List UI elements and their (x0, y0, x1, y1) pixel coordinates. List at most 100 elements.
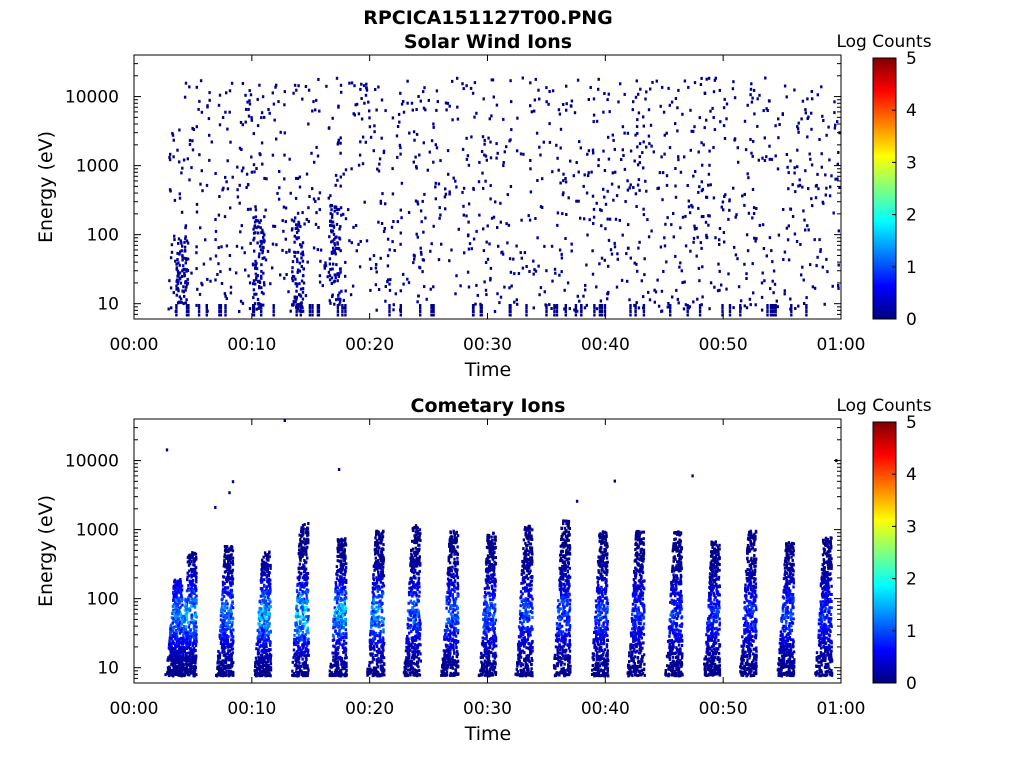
heatmap-cell (227, 655, 231, 659)
heatmap-cell (258, 670, 262, 674)
heatmap-cell (172, 617, 175, 620)
heatmap-cell (261, 95, 265, 99)
heatmap-cell (582, 184, 585, 188)
heatmap-cell (298, 646, 302, 650)
heatmap-cell (175, 665, 178, 669)
heatmap-cell (264, 258, 268, 262)
heatmap-cell (662, 270, 665, 273)
heatmap-cell (341, 598, 345, 602)
heatmap-cell (332, 651, 336, 655)
heatmap-cell (257, 655, 260, 659)
heatmap-cell (184, 235, 187, 239)
heatmap-cell (298, 269, 301, 273)
heatmap-cell (292, 300, 295, 304)
heatmap-cell (260, 306, 263, 310)
heatmap-cell (334, 583, 338, 587)
heatmap-cell (190, 570, 194, 574)
heatmap-cell (636, 163, 640, 167)
heatmap-cell (298, 581, 301, 585)
heatmap-cell (229, 630, 232, 634)
heatmap-cell (770, 157, 774, 161)
heatmap-cell (421, 258, 425, 262)
heatmap-cell (184, 602, 187, 606)
heatmap-cell (176, 148, 179, 152)
heatmap-cell (297, 600, 300, 604)
heatmap-cell (688, 211, 692, 215)
heatmap-cell (679, 170, 683, 174)
heatmap-cell (291, 270, 294, 274)
heatmap-cell (480, 150, 484, 153)
heatmap-cell (263, 115, 266, 119)
heatmap-cell (178, 612, 181, 616)
heatmap-cell (761, 271, 764, 275)
heatmap-cell (745, 306, 749, 310)
heatmap-cell (336, 241, 339, 245)
heatmap-cell (707, 223, 710, 227)
heatmap-cell (551, 170, 554, 174)
heatmap-cell (180, 640, 183, 644)
heatmap-cell (229, 291, 233, 295)
heatmap-cell (172, 619, 175, 623)
heatmap-cell (489, 156, 493, 160)
heatmap-cell (191, 574, 195, 578)
heatmap-cell (260, 276, 263, 280)
heatmap-cell (376, 660, 379, 664)
heatmap-cell (619, 82, 622, 86)
heatmap-cell (732, 186, 735, 190)
heatmap-cell (272, 224, 275, 228)
heatmap-cell (743, 203, 746, 207)
heatmap-cell (221, 620, 224, 624)
heatmap-cell (382, 529, 385, 533)
heatmap-cell (219, 629, 222, 633)
x-axis-label: Time (464, 359, 512, 381)
heatmap-cell (335, 648, 338, 652)
heatmap-cell (580, 310, 583, 313)
heatmap-cell (336, 611, 340, 615)
heatmap-cell (292, 648, 296, 652)
heatmap-cell (545, 310, 548, 313)
heatmap-cell (306, 576, 309, 580)
heatmap-cell (510, 100, 513, 104)
heatmap-cell (226, 586, 230, 590)
heatmap-cell (260, 240, 263, 244)
heatmap-cell (334, 616, 338, 620)
heatmap-cell (327, 196, 330, 200)
heatmap-cell (339, 151, 342, 155)
heatmap-cell (195, 578, 198, 582)
heatmap-cell (701, 265, 704, 269)
heatmap-cell (311, 109, 314, 113)
heatmap-cell (299, 304, 302, 307)
heatmap-cell (483, 138, 486, 142)
heatmap-cell (369, 640, 372, 644)
heatmap-cell (660, 289, 664, 293)
heatmap-cell (377, 674, 380, 678)
heatmap-cell (296, 626, 299, 630)
heatmap-cell (179, 277, 182, 281)
heatmap-cell (794, 307, 797, 310)
heatmap-cell (650, 144, 653, 148)
heatmap-cell (224, 175, 227, 179)
heatmap-cell (339, 615, 343, 618)
heatmap-cell (248, 102, 252, 106)
heatmap-cell (216, 660, 220, 664)
heatmap-cell (617, 185, 620, 189)
heatmap-cell (169, 189, 172, 193)
heatmap-cell (301, 250, 304, 254)
heatmap-cell (172, 625, 176, 629)
heatmap-cell (506, 241, 509, 245)
heatmap-cell (177, 661, 180, 665)
heatmap-cell (345, 578, 348, 582)
heatmap-cell (342, 172, 345, 176)
heatmap-cell (221, 593, 224, 597)
heatmap-cell (722, 208, 725, 212)
heatmap-cell (257, 302, 260, 305)
heatmap-cell (804, 108, 807, 112)
heatmap-cell (306, 626, 309, 630)
heatmap-cell (837, 284, 840, 287)
heatmap-cell (340, 539, 344, 543)
heatmap-cell (365, 82, 368, 86)
heatmap-cell (172, 291, 175, 295)
heatmap-cell (523, 251, 527, 255)
heatmap-cell (219, 666, 222, 670)
heatmap-cell (576, 294, 579, 298)
